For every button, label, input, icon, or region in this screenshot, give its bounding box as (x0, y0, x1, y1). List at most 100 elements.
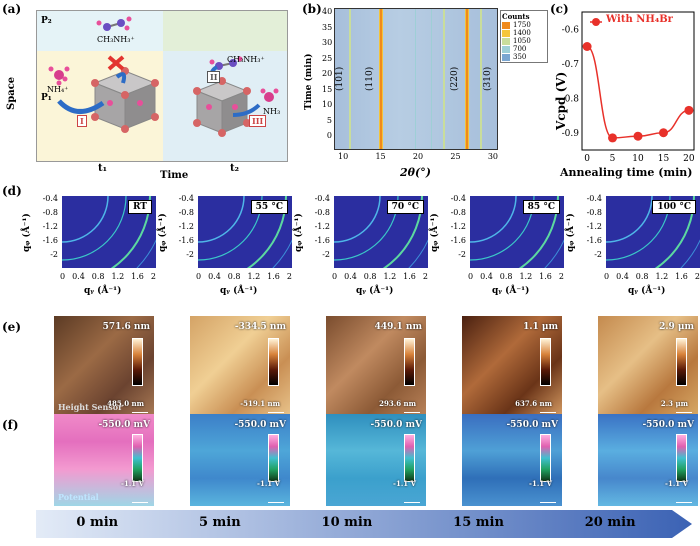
qy-tick: 1.6 (675, 272, 688, 281)
time-axis-label: Time (160, 170, 189, 181)
legend-value: 350 (513, 53, 527, 61)
qz-label: qᵩ (Å⁻¹) (294, 213, 304, 252)
t1-label: t₁ (98, 163, 107, 174)
potential-max: -550.0 mV (370, 420, 422, 430)
potential-colorbar (404, 434, 415, 482)
b-xtick: 20 (412, 152, 424, 161)
height-max: 571.6 nm (102, 322, 150, 332)
potential-min: -1.1 V (393, 479, 416, 488)
qz-tick: -1.2 (314, 222, 330, 231)
nh4-label: NH₄⁺ (47, 85, 69, 94)
b-ytick: 35 (322, 22, 333, 32)
scale-bar (540, 502, 556, 503)
legend-swatch (502, 37, 510, 45)
b-ytick: 15 (322, 84, 333, 94)
b-xlabel: 2θ(°) (400, 166, 431, 179)
ammonium-molecule (48, 66, 70, 86)
scale-bar (676, 502, 692, 503)
qy-ticks: 0 0.4 0.8 1.2 1.6 2 (468, 272, 564, 281)
qz-ticks: -0.4 -0.8 -1.2 -1.6 -2 (442, 192, 466, 262)
qy-tick: 0.8 (635, 272, 649, 281)
b-ytick: 30 (322, 38, 333, 47)
y-tick-label: -0.7 (562, 60, 580, 70)
potential-colorbar (540, 434, 551, 482)
b-ytick: 0 (326, 131, 332, 140)
qz-tick: -0.8 (178, 208, 194, 217)
qy-tick: 1.6 (403, 272, 416, 281)
qz-tick: -2 (322, 250, 330, 259)
mechanism-diagram (48, 16, 279, 137)
qz-tick: -0.8 (586, 208, 602, 217)
qz-tick: -1.6 (586, 236, 602, 245)
temperature-label: 85 °C (522, 200, 560, 214)
b-ytick: 25 (322, 53, 333, 63)
kpfm-potential-image: -550.0 mV -1.1 V (190, 414, 290, 506)
b-xtick: 25 (450, 152, 461, 161)
data-point (658, 128, 668, 138)
potential-max: -550.0 mV (234, 420, 286, 430)
qy-tick: 1.6 (131, 272, 144, 281)
panel-d-label: (d) (2, 184, 22, 198)
c-ticks: 0 5 10 15 20 -0.6 -0.7 -0.8 -0.9 (562, 25, 695, 164)
kpfm-potential-image: -550.0 mV -1.1 V (326, 414, 426, 506)
potential-min: -1.1 V (665, 479, 688, 488)
qz-ticks: -0.4 -0.8 -1.2 -1.6 -2 (170, 192, 194, 262)
b-ytick: 40 (322, 7, 333, 16)
legend-value: 700 (513, 45, 527, 53)
potential-min: -1.1 V (529, 479, 552, 488)
panel-f-label: (f) (2, 418, 19, 432)
panel-b: (b) Time (min) (101) (110) (220) (310) 4… (300, 0, 550, 182)
qy-tick: 1.6 (267, 272, 280, 281)
legend-swatch (502, 29, 510, 37)
ch3nh3-top-label: CH₃NH₃⁺ (97, 35, 135, 44)
height-min: 637.6 nm (515, 399, 552, 408)
potential-max: -550.0 mV (506, 420, 558, 430)
timeline-labels: 0 min 5 min 10 min 15 min 20 min (36, 515, 676, 530)
scale-bar (404, 502, 420, 503)
perovskite-lattice-right (193, 77, 251, 137)
kpfm-potential-image: -550.0 mV -1.1 V (598, 414, 698, 506)
data-point (608, 133, 618, 143)
height-min: 293.6 nm (379, 399, 416, 408)
timeline-label: 15 min (453, 515, 504, 530)
panel-b-label: (b) (302, 2, 322, 16)
timeline-label: 10 min (321, 515, 373, 530)
qy-label: qᵧ (Å⁻¹) (220, 286, 258, 296)
b-ytick: 20 (322, 69, 333, 78)
height-sensor-label: Height Sensor (58, 402, 123, 412)
x-tick-label: 20 (683, 154, 695, 164)
series-points (582, 42, 694, 143)
panel-e: (e) 571.6 nm 485.0 nm Height Sensor -334.5 … (0, 314, 700, 418)
x-tick-label: 5 (610, 154, 616, 164)
qy-tick: 0.8 (499, 272, 513, 281)
peak-220: (220) (450, 66, 460, 91)
temperature-label: 55 °C (250, 200, 288, 214)
qz-tick: -0.4 (586, 194, 602, 203)
step-i-badge: I (77, 115, 87, 127)
height-min: 2.3 μm (660, 399, 688, 408)
qy-tick: 1.2 (247, 272, 261, 281)
panel-e-label: (e) (2, 320, 21, 334)
qz-ticks: -0.4 -0.8 -1.2 -1.6 -2 (34, 192, 58, 262)
peak-101: (101) (335, 66, 345, 91)
qy-tick: 1.2 (383, 272, 397, 281)
potential-label: Potential (58, 492, 99, 502)
afm-height-image: -334.5 nm -519.1 nm (190, 316, 290, 416)
qy-tick: 0.4 (616, 272, 629, 281)
afm-height-image: 1.1 μm 637.6 nm (462, 316, 562, 416)
temperature-label: 70 °C (386, 200, 424, 214)
b-ytick: 5 (326, 115, 332, 125)
qy-tick: 1.6 (539, 272, 552, 281)
data-point (582, 42, 592, 51)
giwaxs-pattern: 100 °C (606, 196, 700, 268)
qz-ticks: -0.4 -0.8 -1.2 -1.6 -2 (306, 192, 330, 262)
qz-tick: -1.2 (42, 222, 58, 231)
qz-tick: -2 (50, 250, 58, 259)
qz-tick: -1.2 (450, 222, 466, 231)
potential-colorbar (268, 434, 279, 482)
timeline-label: 20 min (584, 515, 636, 530)
qz-label: qᵩ (Å⁻¹) (22, 213, 32, 252)
qy-tick: 2 (286, 272, 292, 281)
qy-tick: 1.2 (655, 272, 669, 281)
x-tick-label: 15 (658, 154, 670, 164)
